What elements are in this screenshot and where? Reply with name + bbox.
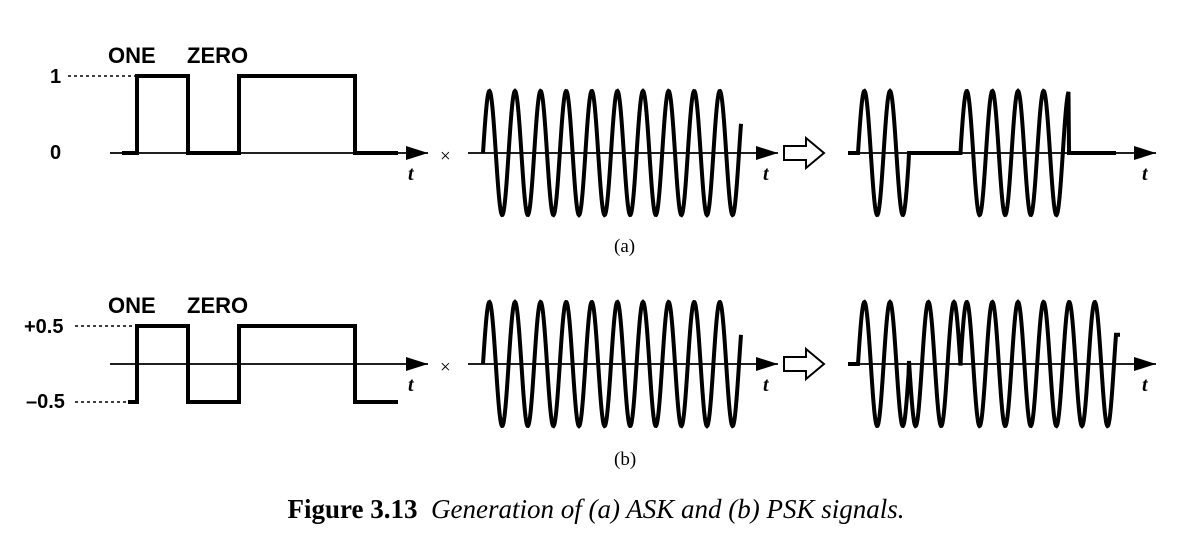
time-label-a3: t — [1142, 163, 1149, 185]
ask-output-waveform — [848, 88, 1116, 218]
multiply-symbol-b: × — [440, 357, 451, 378]
level-label-zero: 0 — [50, 142, 61, 164]
bit-label-zero-a: ZERO — [187, 43, 248, 68]
psk-output-waveform — [848, 299, 1120, 429]
panel-a: ONE ZERO 1 0 t × t t (a) — [50, 43, 1156, 257]
result-arrow-a — [783, 135, 826, 171]
figure-number: Figure 3.13 — [287, 494, 418, 524]
carrier-a: t — [468, 88, 778, 218]
ask-output: t — [848, 88, 1156, 218]
psk-bit-stream: ONE ZERO +0.5 –0.5 t — [24, 293, 428, 413]
time-label-a1: t — [408, 163, 415, 185]
caption-text: Generation of (a) ASK and (b) PSK signal… — [431, 494, 905, 524]
psk-binary-data-waveform — [128, 324, 398, 404]
ask-bit-stream: ONE ZERO 1 0 t — [50, 43, 428, 185]
figure-caption: Figure 3.13 Generation of (a) ASK and (b… — [0, 494, 1192, 525]
psk-output: t — [848, 299, 1156, 429]
sublabel-a: (a) — [614, 236, 635, 257]
time-label-b2: t — [763, 374, 770, 396]
ask-binary-data-waveform — [122, 74, 398, 155]
panel-b: ONE ZERO +0.5 –0.5 t × t t (b) — [24, 293, 1156, 470]
carrier-b: t — [468, 299, 778, 429]
level-label-one: 1 — [50, 66, 61, 88]
bit-label-one-a: ONE — [108, 43, 156, 68]
carrier-sinusoid-b — [481, 299, 743, 429]
time-label-b3: t — [1142, 374, 1149, 396]
bit-label-one-b: ONE — [108, 293, 156, 318]
carrier-sinusoid-a — [481, 88, 743, 218]
result-arrow-b — [783, 346, 826, 382]
time-label-b1: t — [408, 374, 415, 396]
time-label-a2: t — [763, 163, 770, 185]
sublabel-b: (b) — [614, 449, 636, 470]
bit-label-zero-b: ZERO — [187, 293, 248, 318]
level-label-minus: –0.5 — [26, 391, 65, 413]
level-label-plus: +0.5 — [24, 316, 63, 338]
multiply-symbol-a: × — [440, 146, 451, 167]
